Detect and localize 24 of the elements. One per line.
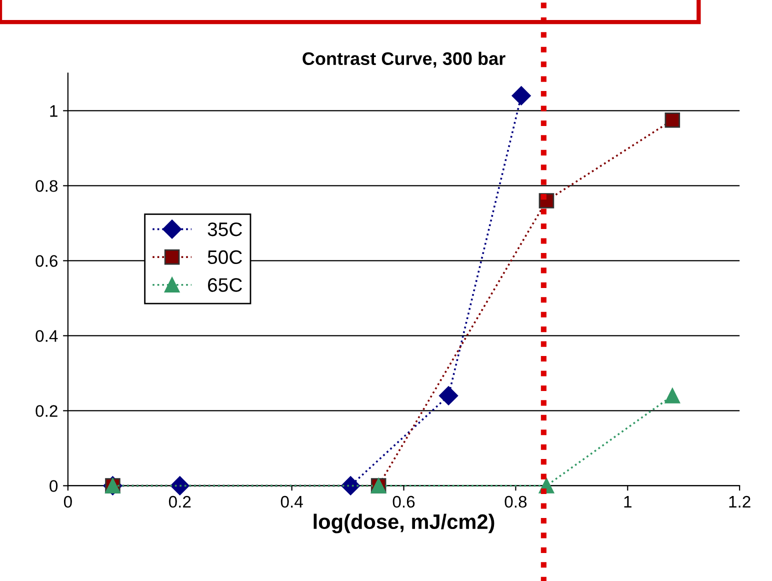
x-tick-label: 0	[64, 496, 72, 508]
legend-label: 65C	[208, 278, 242, 292]
point	[664, 112, 680, 128]
point	[439, 386, 458, 406]
y-tick-label: 0.6	[36, 255, 58, 267]
x-tick-label: 0.8	[504, 496, 527, 508]
x-tick-label: 0.6	[392, 496, 415, 508]
x-tick-label: 1	[624, 496, 632, 508]
point	[664, 388, 680, 404]
x-tick-label: 1.2	[729, 496, 750, 508]
x-axis-title: log(dose, mJ/cm2)	[314, 514, 494, 534]
x-tick-label: 0.2	[168, 496, 191, 508]
legend-label: 50C	[208, 250, 242, 264]
y-tick-label: 0.2	[36, 405, 58, 417]
legend-label: 35C	[208, 222, 242, 236]
y-tick-label: 1	[50, 105, 58, 117]
y-tick-label: 0.8	[36, 180, 58, 192]
point	[512, 86, 531, 106]
x-tick-label: 0.4	[280, 496, 303, 508]
chart-title: Contrast Curve, 300 bar	[302, 52, 506, 68]
point	[170, 476, 190, 496]
y-tick-label: 0	[50, 480, 58, 492]
point	[341, 476, 360, 496]
y-tick-label: 0.4	[36, 330, 58, 342]
